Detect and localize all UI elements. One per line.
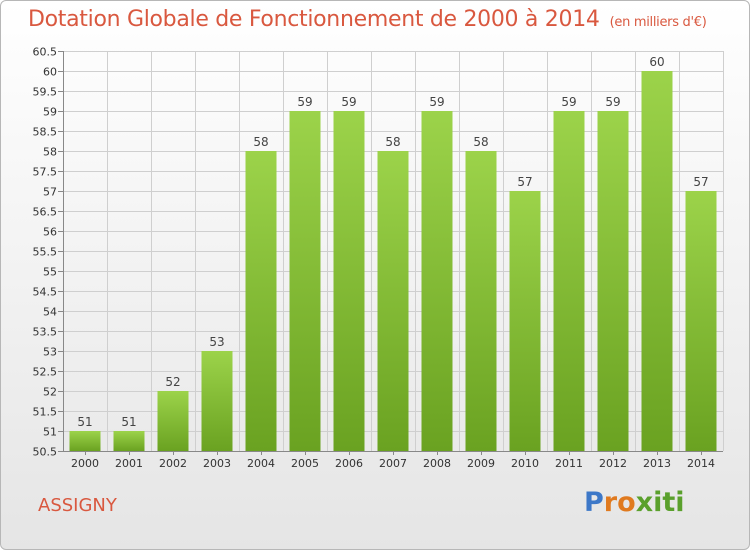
y-tick-label: 58 [43, 146, 57, 159]
bar-layer [69, 71, 717, 451]
x-tick-label: 2009 [467, 457, 495, 470]
x-tick-label: 2001 [115, 457, 143, 470]
x-tick-label: 2011 [555, 457, 583, 470]
y-tick-label: 50.5 [33, 446, 58, 459]
bar-2007[interactable] [377, 151, 409, 451]
y-tick-label: 58.5 [33, 126, 58, 139]
y-tick-label: 55.5 [33, 246, 58, 259]
bar-value-label: 59 [297, 95, 312, 109]
y-tick-label: 57.5 [33, 166, 58, 179]
axis-layer: 50.5 51 51.5 52 52.5 53 53.5 54 54.5 55 55.5 56 56.5… [33, 46, 723, 470]
y-tick-label: 60.5 [33, 46, 58, 59]
bar-2012[interactable] [597, 111, 629, 451]
title-text: Dotation Globale de Fonctionnement de 20… [28, 7, 600, 32]
y-tick-label: 53.5 [33, 326, 58, 339]
x-tick-label: 2008 [423, 457, 451, 470]
logo-letter: t [662, 487, 676, 518]
bar-value-label: 59 [605, 95, 620, 109]
logo-letter: x [635, 487, 654, 518]
bar-2003[interactable] [201, 351, 233, 451]
bar-2013[interactable] [641, 71, 673, 451]
chart-title: Dotation Globale de Fonctionnement de 20… [28, 7, 707, 32]
bar-value-label: 53 [209, 335, 224, 349]
bar-value-label: 59 [429, 95, 444, 109]
y-tick-label: 52 [43, 386, 57, 399]
bar-2002[interactable] [157, 391, 189, 451]
y-tick-label: 59.5 [33, 86, 58, 99]
logo-letter: i [653, 487, 663, 518]
y-tick-label: 51.5 [33, 406, 58, 419]
x-tick-label: 2006 [335, 457, 363, 470]
bar-value-label: 58 [385, 135, 400, 149]
x-tick-label: 2005 [291, 457, 319, 470]
x-tick-label: 2014 [687, 457, 715, 470]
y-tick-label: 54 [43, 306, 57, 319]
bar-2009[interactable] [465, 151, 497, 451]
x-tick-label: 2010 [511, 457, 539, 470]
y-tick-label: 57 [43, 186, 57, 199]
y-tick-label: 52.5 [33, 366, 58, 379]
x-tick-label: 2007 [379, 457, 407, 470]
y-tick-label: 56.5 [33, 206, 58, 219]
y-tick-label: 54.5 [33, 286, 58, 299]
y-tick-label: 51 [43, 426, 57, 439]
y-tick-label: 56 [43, 226, 57, 239]
y-tick-label: 60 [43, 66, 57, 79]
commune-name: ASSIGNY [38, 495, 117, 516]
bar-value-label: 51 [77, 415, 92, 429]
bar-value-label: 52 [165, 375, 180, 389]
x-tick-label: 2004 [247, 457, 275, 470]
bar-2006[interactable] [333, 111, 365, 451]
x-tick-label: 2002 [159, 457, 187, 470]
bar-2014[interactable] [685, 191, 717, 451]
bar-2000[interactable] [69, 431, 101, 451]
bar-value-label: 51 [121, 415, 136, 429]
bar-value-label: 57 [693, 175, 708, 189]
y-tick-label: 55 [43, 266, 57, 279]
bar-value-label: 59 [341, 95, 356, 109]
bar-value-label: 57 [517, 175, 532, 189]
label-layer: 51 51 52 53 58 59 59 58 59 58 57 59 59 60 57 [77, 55, 708, 429]
x-tick-label: 2000 [71, 457, 99, 470]
logo-letter: P [584, 487, 604, 518]
x-tick-label: 2003 [203, 457, 231, 470]
y-tick-label: 59 [43, 106, 57, 119]
y-tick-label: 53 [43, 346, 57, 359]
bar-2001[interactable] [113, 431, 145, 451]
bar-2005[interactable] [289, 111, 321, 451]
logo-letter: i [675, 487, 685, 518]
proxiti-logo[interactable]: Proxiti [584, 487, 685, 518]
bar-2010[interactable] [509, 191, 541, 451]
logo-letter: o [617, 487, 636, 518]
title-unit: (en milliers d'€) [609, 15, 707, 30]
bar-value-label: 59 [561, 95, 576, 109]
x-tick-label: 2013 [643, 457, 671, 470]
bar-2011[interactable] [553, 111, 585, 451]
bar-value-label: 60 [649, 55, 664, 69]
bar-2008[interactable] [421, 111, 453, 451]
bar-value-label: 58 [253, 135, 268, 149]
bar-2004[interactable] [245, 151, 277, 451]
bar-value-label: 58 [473, 135, 488, 149]
logo-letter: r [603, 487, 618, 518]
x-tick-label: 2012 [599, 457, 627, 470]
